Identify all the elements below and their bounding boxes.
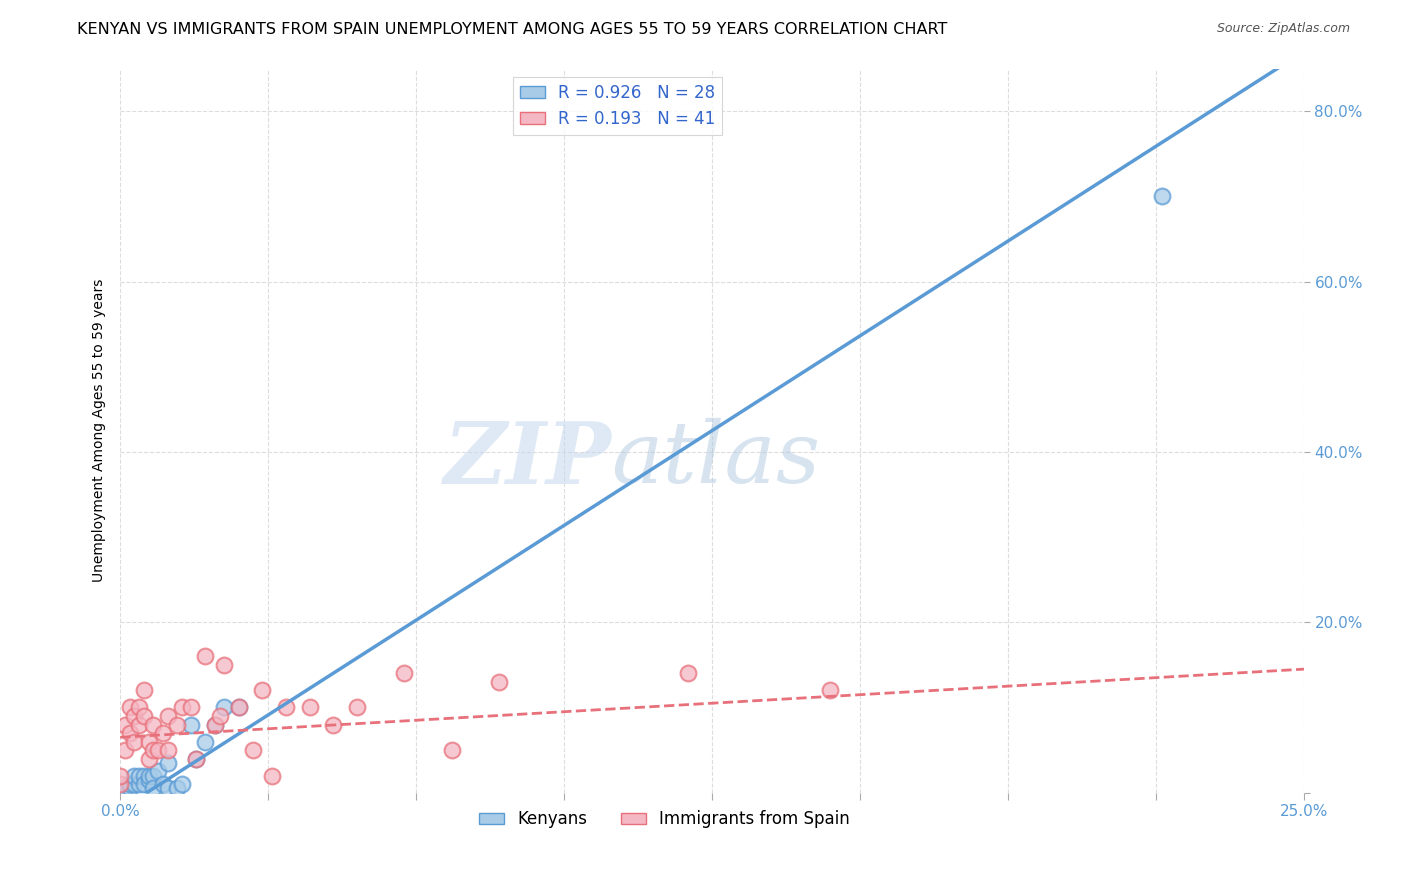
Point	[132, 683, 155, 698]
Point	[138, 734, 160, 748]
Legend: Kenyans, Immigrants from Spain: Kenyans, Immigrants from Spain	[472, 804, 856, 835]
Point	[132, 777, 155, 791]
Point	[184, 751, 207, 765]
Point	[260, 769, 283, 783]
Point	[252, 683, 274, 698]
Point	[138, 769, 160, 783]
Point	[166, 781, 188, 796]
Text: KENYAN VS IMMIGRANTS FROM SPAIN UNEMPLOYMENT AMONG AGES 55 TO 59 YEARS CORRELATI: KENYAN VS IMMIGRANTS FROM SPAIN UNEMPLOY…	[77, 22, 948, 37]
Point	[114, 717, 136, 731]
Point	[440, 743, 463, 757]
Point	[110, 786, 132, 800]
Point	[142, 743, 165, 757]
Text: atlas: atlas	[612, 418, 821, 501]
Point	[146, 764, 169, 779]
Point	[204, 717, 226, 731]
Point	[820, 683, 842, 698]
Point	[228, 700, 250, 714]
Point	[114, 781, 136, 796]
Point	[322, 717, 344, 731]
Point	[170, 777, 193, 791]
Point	[118, 777, 141, 791]
Text: Source: ZipAtlas.com: Source: ZipAtlas.com	[1216, 22, 1350, 36]
Point	[142, 769, 165, 783]
Point	[146, 743, 169, 757]
Point	[118, 700, 141, 714]
Point	[394, 666, 416, 681]
Point	[166, 717, 188, 731]
Point	[152, 726, 174, 740]
Point	[128, 717, 150, 731]
Point	[142, 717, 165, 731]
Point	[124, 734, 146, 748]
Point	[180, 700, 202, 714]
Point	[124, 769, 146, 783]
Point	[110, 769, 132, 783]
Point	[128, 769, 150, 783]
Point	[180, 717, 202, 731]
Point	[194, 649, 217, 664]
Point	[152, 777, 174, 791]
Point	[156, 709, 179, 723]
Point	[138, 772, 160, 787]
Point	[678, 666, 700, 681]
Point	[110, 777, 132, 791]
Point	[214, 657, 236, 672]
Point	[204, 717, 226, 731]
Point	[142, 781, 165, 796]
Point	[488, 674, 510, 689]
Point	[156, 756, 179, 770]
Point	[138, 751, 160, 765]
Point	[242, 743, 264, 757]
Point	[132, 709, 155, 723]
Text: ZIP: ZIP	[444, 417, 612, 501]
Point	[124, 777, 146, 791]
Point	[132, 769, 155, 783]
Point	[118, 781, 141, 796]
Point	[274, 700, 297, 714]
Point	[118, 726, 141, 740]
Point	[156, 781, 179, 796]
Point	[128, 777, 150, 791]
Point	[156, 743, 179, 757]
Point	[170, 700, 193, 714]
Point	[124, 709, 146, 723]
Point	[214, 700, 236, 714]
Point	[346, 700, 368, 714]
Point	[228, 700, 250, 714]
Point	[208, 709, 231, 723]
Point	[114, 743, 136, 757]
Point	[298, 700, 321, 714]
Point	[128, 700, 150, 714]
Point	[194, 734, 217, 748]
Point	[1150, 189, 1173, 203]
Y-axis label: Unemployment Among Ages 55 to 59 years: Unemployment Among Ages 55 to 59 years	[93, 279, 107, 582]
Point	[184, 751, 207, 765]
